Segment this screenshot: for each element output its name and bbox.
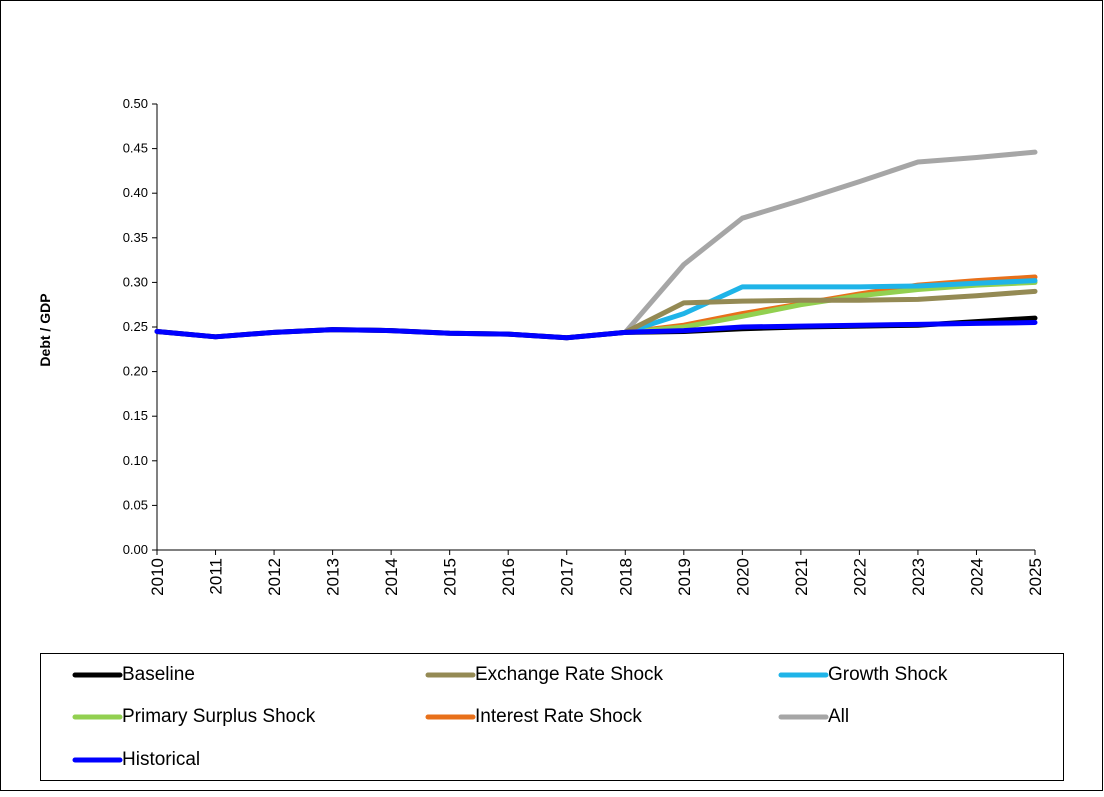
- legend-label: Growth Shock: [828, 664, 948, 685]
- x-tick-label: 2020: [733, 558, 752, 596]
- x-tick-label: 2019: [675, 558, 694, 596]
- x-tick-label: 2022: [850, 558, 869, 596]
- x-tick-label: 2023: [909, 558, 928, 596]
- x-tick-label: 2021: [792, 558, 811, 596]
- y-tick-label: 0.40: [123, 185, 148, 200]
- series-line: [154, 320, 1038, 341]
- y-tick-label: 0.00: [123, 542, 148, 557]
- y-tick-label: 0.30: [123, 274, 148, 289]
- y-tick-label: 0.15: [123, 408, 148, 423]
- x-tick-label: 2015: [441, 558, 460, 596]
- x-tick-label: 2011: [207, 558, 226, 595]
- x-tick-label: 2012: [265, 558, 284, 596]
- legend-box: [40, 653, 1064, 781]
- x-tick-label: 2013: [324, 558, 343, 596]
- legend-label: Baseline: [122, 664, 195, 685]
- x-tick-label: 2016: [499, 558, 518, 596]
- series-line: [622, 278, 1038, 335]
- x-tick-label: 2024: [967, 558, 986, 596]
- y-tick-label: 0.50: [123, 96, 148, 111]
- series-line: [622, 288, 1038, 335]
- y-axis-label: Debt / GDP: [37, 293, 53, 366]
- x-tick-label: 2017: [558, 558, 577, 596]
- x-tick-label: 2018: [616, 558, 635, 596]
- y-tick-label: 0.35: [123, 230, 148, 245]
- x-tick-label: 2025: [1026, 558, 1045, 596]
- legend-label: Primary Surplus Shock: [122, 706, 316, 727]
- y-tick-label: 0.20: [123, 364, 148, 379]
- y-tick-label: 0.10: [123, 453, 148, 468]
- series-line: [622, 149, 1038, 335]
- y-tick-label: 0.05: [123, 497, 148, 512]
- legend-label: All: [828, 706, 849, 727]
- legend-label: Interest Rate Shock: [475, 706, 642, 727]
- x-tick-label: 2014: [382, 558, 401, 596]
- legend-label: Historical: [122, 749, 200, 770]
- legend-label: Exchange Rate Shock: [475, 664, 664, 685]
- y-tick-label: 0.45: [123, 141, 148, 156]
- x-tick-label: 2010: [148, 558, 167, 596]
- y-tick-label: 0.25: [123, 319, 148, 334]
